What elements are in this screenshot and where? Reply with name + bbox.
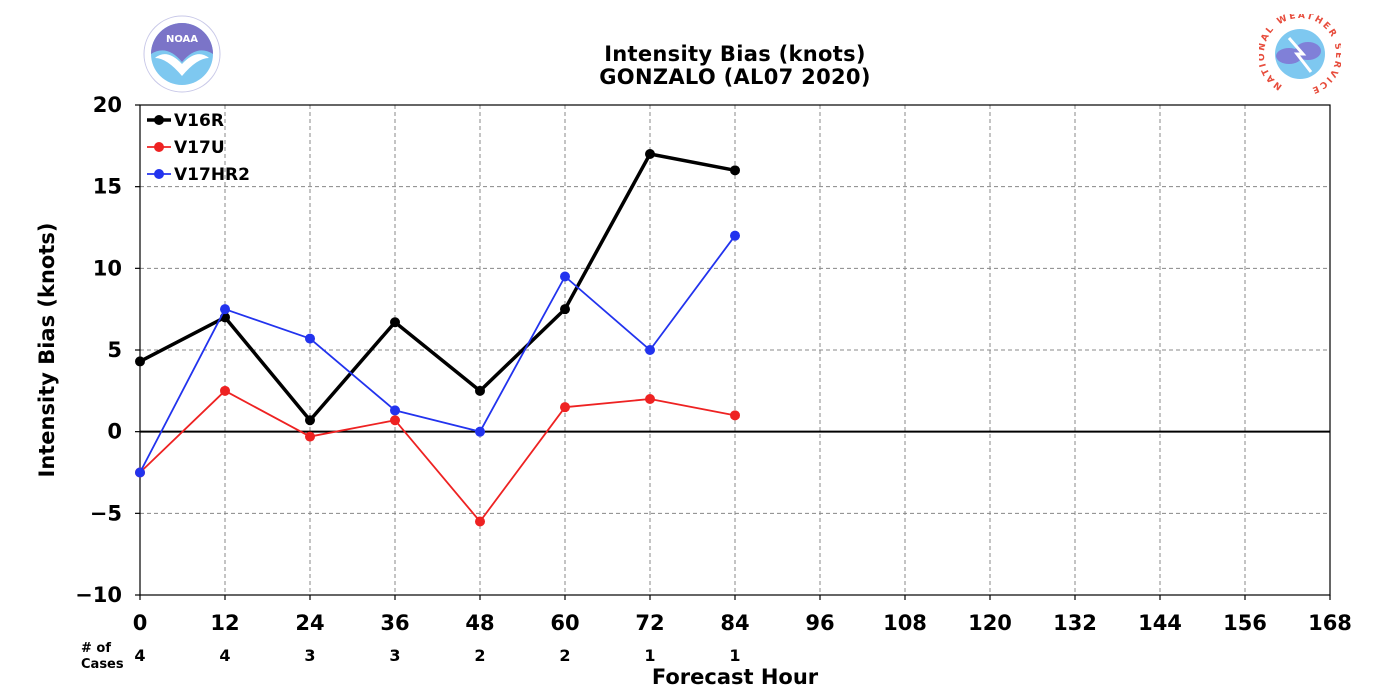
case-count: 4 <box>134 646 145 665</box>
x-tick-label: 72 <box>635 611 664 635</box>
case-count: 3 <box>304 646 315 665</box>
legend: V16R V17U V17HR2 <box>147 111 250 185</box>
y-tick-label: 0 <box>107 420 122 444</box>
x-tick-label: 144 <box>1138 611 1182 635</box>
y-tick-label: −5 <box>90 501 122 525</box>
y-axis-label: Intensity Bias (knots) <box>35 223 59 478</box>
data-point <box>475 516 485 527</box>
cases-row: 4 4 3 3 2 2 1 1 <box>134 646 740 665</box>
x-tick-label: 60 <box>550 611 579 635</box>
series-line <box>139 152 736 422</box>
series-layer <box>135 149 740 527</box>
series-line <box>139 235 736 473</box>
y-tick-label: 10 <box>93 256 122 280</box>
case-count: 2 <box>474 646 485 665</box>
data-point <box>560 304 570 315</box>
data-point <box>305 431 315 442</box>
x-tick-label: 36 <box>380 611 409 635</box>
x-tick-label: 84 <box>720 611 749 635</box>
legend-label: V17U <box>174 138 225 158</box>
x-tick-label: 132 <box>1053 611 1097 635</box>
data-point <box>645 394 655 404</box>
case-count: 4 <box>219 646 230 665</box>
noaa-logo: NOAA <box>143 15 221 93</box>
noaa-logo-text: NOAA <box>166 34 198 45</box>
data-point <box>730 410 740 421</box>
series-line <box>139 389 736 523</box>
y-tick-label: 5 <box>107 338 122 362</box>
data-point <box>305 415 315 426</box>
y-tick-label: −10 <box>75 583 122 607</box>
data-point <box>135 467 145 478</box>
legend-marker <box>154 115 164 125</box>
x-tick-label: 96 <box>805 611 834 635</box>
x-tick-label: 120 <box>968 611 1012 635</box>
chart-subtitle: GONZALO (AL07 2020) <box>599 65 871 89</box>
x-tick-label: 48 <box>465 611 494 635</box>
legend-label: V17HR2 <box>174 165 250 185</box>
cases-label-line1: # of <box>81 641 111 656</box>
legend-marker <box>154 142 164 152</box>
y-tick-label: 15 <box>93 175 122 199</box>
case-count: 2 <box>559 646 570 665</box>
data-point <box>730 230 740 241</box>
series-v16r <box>135 149 740 426</box>
legend-label: V16R <box>174 111 224 131</box>
x-tick-label: 156 <box>1223 611 1267 635</box>
x-tick-label: 12 <box>210 611 239 635</box>
x-tick-label: 24 <box>295 611 324 635</box>
data-point <box>220 304 230 315</box>
data-point <box>645 149 655 159</box>
legend-marker <box>154 169 164 179</box>
data-point <box>645 345 655 355</box>
data-point <box>390 317 400 328</box>
case-count: 3 <box>389 646 400 665</box>
case-count: 1 <box>644 646 655 665</box>
case-count: 1 <box>729 646 740 665</box>
x-tick-label: 168 <box>1308 611 1352 635</box>
data-point <box>560 402 570 413</box>
series-v17hr2 <box>135 230 740 478</box>
data-point <box>475 426 485 437</box>
x-axis-label: Forecast Hour <box>652 665 819 689</box>
data-point <box>475 385 485 396</box>
x-tick-label: 0 <box>133 611 148 635</box>
cases-label-line2: Cases <box>81 657 124 672</box>
x-tick-label: 108 <box>883 611 927 635</box>
data-point <box>135 356 145 367</box>
data-point <box>220 385 230 396</box>
chart-title: Intensity Bias (knots) <box>604 42 866 66</box>
grid-layer <box>140 105 1330 595</box>
ticks-layer: 0 12 24 36 48 60 72 84 96 108 120 132 144 156 168 −10 −5… <box>75 93 1352 635</box>
data-point <box>390 415 400 426</box>
data-point <box>305 333 315 344</box>
y-tick-label: 20 <box>93 93 122 117</box>
data-point <box>730 165 740 176</box>
data-point <box>560 271 570 282</box>
nws-logo: NATIONAL WEATHER SERVICE <box>1259 14 1341 94</box>
data-point <box>390 405 400 416</box>
series-v17u <box>135 385 740 527</box>
